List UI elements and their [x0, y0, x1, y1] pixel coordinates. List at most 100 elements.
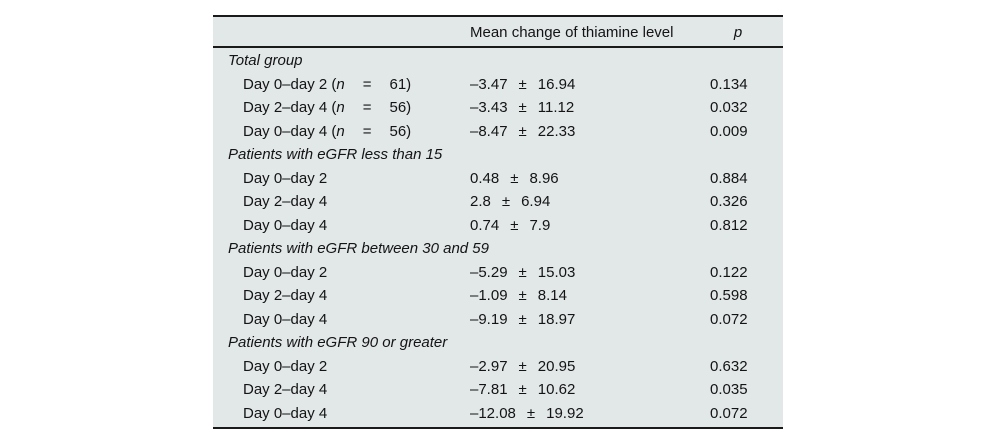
mean-value: –5.29	[470, 263, 508, 281]
table-row: Day 0–day 4 –12.08 ±19.92 0.072	[213, 402, 783, 426]
row-label-text: Day 0–day 2	[243, 263, 328, 281]
row-label-text: Day 2–day 4	[243, 193, 328, 210]
equals-sign: =	[362, 99, 372, 116]
table-row: Day 2–day 4 (n = 56) –3.43 ±11.12 0.032	[213, 96, 783, 120]
row-label: Day 0–day 4 (n = 56)	[213, 120, 411, 144]
table-row: Day 2–day 4 –7.81 ±10.62 0.035	[213, 378, 783, 402]
p-value: 0.812	[710, 216, 748, 234]
table-row: Day 2–day 4 –1.09 ±8.14 0.598	[213, 284, 783, 308]
column-header-p-value: p	[733, 24, 743, 41]
row-label-text: Day 2–day 4	[243, 381, 328, 398]
row-label-text: Day 0–day 2 (	[243, 75, 337, 93]
sd-value: 16.94	[537, 75, 576, 93]
mean-value: –7.81	[470, 381, 508, 398]
row-label: Day 0–day 2	[213, 167, 327, 191]
plus-minus-sign: ±	[518, 357, 527, 375]
row-label-text: Day 2–day 4	[243, 287, 328, 304]
row-label-text: Day 0–day 2	[243, 357, 328, 375]
plus-minus-sign: ±	[518, 122, 527, 140]
section-title: Patients with eGFR between 30 and 59	[228, 240, 489, 257]
sd-value: 19.92	[546, 404, 584, 422]
table-body: Total group Day 0–day 2 (n = 61) –3.47 ±16.94…	[213, 48, 783, 427]
mean-value: –3.47	[470, 75, 508, 93]
section-row: Total group	[213, 49, 783, 73]
row-label-text: Day 0–day 2	[243, 169, 328, 187]
mean-change-cell: –1.09 ±8.14	[470, 284, 567, 308]
p-value: 0.134	[710, 75, 748, 93]
mean-change-cell: 0.74 ±7.9	[470, 214, 550, 238]
p-value: 0.598	[710, 287, 748, 304]
sd-value: 7.9	[529, 216, 551, 234]
mean-value: 0.74	[470, 216, 500, 234]
row-label-text: Day 0–day 4	[243, 404, 328, 422]
p-value: 0.884	[710, 169, 748, 187]
row-label: Day 0–day 2	[213, 261, 327, 285]
mean-value: –1.09	[470, 287, 508, 304]
p-value: 0.072	[710, 310, 748, 328]
table-row: Day 0–day 4 0.74 ±7.9 0.812	[213, 214, 783, 238]
sd-value: 8.96	[529, 169, 559, 187]
mean-change-cell: 0.48 ±8.96	[470, 167, 559, 191]
p-value: 0.032	[710, 99, 748, 116]
section-row: Patients with eGFR less than 15	[213, 143, 783, 167]
column-header-mean-change: Mean change of thiamine level	[470, 24, 674, 41]
plus-minus-sign: ±	[518, 99, 527, 116]
p-value: 0.632	[710, 357, 748, 375]
equals-sign: =	[362, 122, 372, 140]
plus-minus-sign: ±	[518, 287, 527, 304]
row-label: Day 2–day 4	[213, 190, 327, 214]
row-label: Day 0–day 2 (n = 61)	[213, 73, 411, 97]
sd-value: 10.62	[537, 381, 576, 398]
table-row: Day 2–day 4 2.8 ±6.94 0.326	[213, 190, 783, 214]
n-variable: n	[336, 75, 345, 93]
sd-value: 22.33	[537, 122, 576, 140]
mean-change-cell: –7.81 ±10.62	[470, 378, 575, 402]
row-label: Day 0–day 4	[213, 402, 327, 426]
n-variable: n	[336, 122, 345, 140]
equals-sign: =	[362, 75, 372, 93]
n-value: 61)	[389, 75, 412, 93]
table-row: Day 0–day 4 (n = 56) –8.47 ±22.33 0.009	[213, 120, 783, 144]
p-value: 0.035	[710, 381, 748, 398]
p-value: 0.072	[710, 404, 748, 422]
mean-change-cell: –3.43 ±11.12	[470, 96, 574, 120]
n-value: 56)	[389, 122, 412, 140]
plus-minus-sign: ±	[518, 263, 527, 281]
results-table: Mean change of thiamine level p Total gr…	[213, 15, 783, 429]
mean-change-cell: –8.47 ±22.33	[470, 120, 575, 144]
row-label: Day 2–day 4	[213, 378, 327, 402]
row-label-text: Day 0–day 4 (	[243, 122, 337, 140]
p-value: 0.326	[710, 193, 748, 210]
mean-value: –8.47	[470, 122, 508, 140]
plus-minus-sign: ±	[518, 310, 527, 328]
plus-minus-sign: ±	[526, 404, 536, 422]
sd-value: 6.94	[521, 193, 551, 210]
row-label: Day 0–day 4	[213, 214, 327, 238]
p-value: 0.122	[710, 263, 748, 281]
table-row: Day 0–day 2 0.48 ±8.96 0.884	[213, 167, 783, 191]
mean-value: 2.8	[470, 193, 491, 210]
table-row: Day 0–day 2 –5.29 ±15.03 0.122	[213, 261, 783, 285]
plus-minus-sign: ±	[518, 75, 527, 93]
mean-value: –2.97	[470, 357, 508, 375]
plus-minus-sign: ±	[510, 216, 519, 234]
plus-minus-sign: ±	[501, 193, 511, 210]
table-row: Day 0–day 2 (n = 61) –3.47 ±16.94 0.134	[213, 73, 783, 97]
n-value: 56)	[389, 99, 412, 116]
sd-value: 18.97	[537, 310, 576, 328]
mean-change-cell: –5.29 ±15.03	[470, 261, 575, 285]
row-label-text: Day 2–day 4 (	[243, 99, 337, 116]
mean-change-cell: –2.97 ±20.95	[470, 355, 575, 379]
row-label-text: Day 0–day 4	[243, 216, 328, 234]
section-title: Patients with eGFR 90 or greater	[228, 334, 448, 351]
mean-value: 0.48	[470, 169, 500, 187]
p-value: 0.009	[710, 122, 748, 140]
row-label: Day 0–day 4	[213, 308, 327, 332]
section-title: Total group	[228, 52, 303, 69]
mean-value: –12.08	[470, 404, 516, 422]
section-title: Patients with eGFR less than 15	[228, 146, 443, 163]
mean-change-cell: –3.47 ±16.94	[470, 73, 575, 97]
n-variable: n	[336, 99, 345, 116]
section-row: Patients with eGFR between 30 and 59	[213, 237, 783, 261]
